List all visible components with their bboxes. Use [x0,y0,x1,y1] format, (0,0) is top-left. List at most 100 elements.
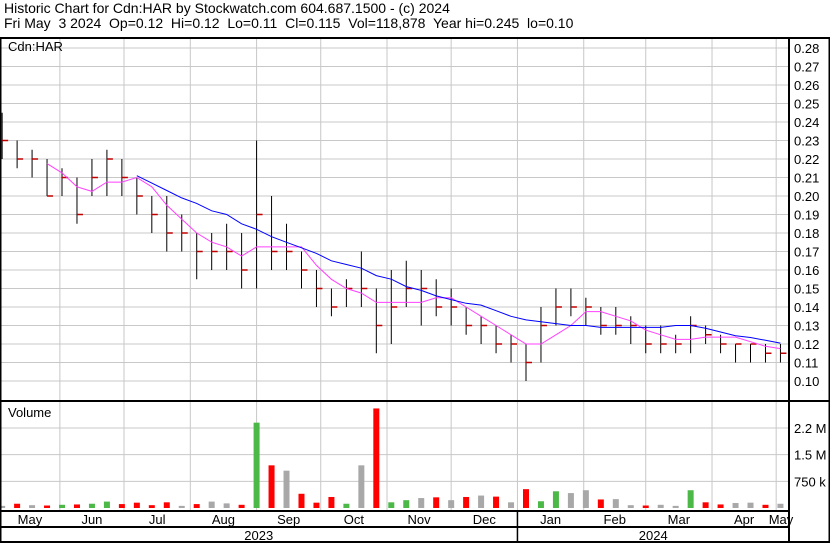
volume-bar [163,502,170,508]
price-bar [660,325,667,354]
month-label: Aug [212,512,235,527]
volume-tick-label: 1.5 M [794,448,827,463]
volume-bar [463,496,470,508]
volume-bar [103,501,110,508]
volume-bar [642,505,649,508]
price-bar [16,140,24,169]
price-bar [779,344,787,363]
price-bar [690,316,697,354]
price-bar [615,307,622,335]
price-bar [645,325,652,354]
volume-bar [193,504,200,508]
price-bar [750,343,757,363]
volume-bar [508,502,515,508]
symbol-label: Cdn:HAR [8,39,63,54]
volume-bar [388,502,395,508]
volume-bar [253,422,260,508]
volume-bar [523,489,529,508]
volume-bar [268,465,275,508]
volume-bar [403,500,410,508]
volume-bar [612,499,619,508]
volume-bar [178,505,185,508]
price-bar [241,233,248,289]
price-tick-label: 0.21 [794,171,819,186]
volume-bar [732,503,739,508]
month-label: Jun [81,512,102,527]
price-bar [166,196,173,252]
price-bar [764,344,772,363]
price-tick-label: 0.20 [794,189,819,204]
price-bar [300,251,308,289]
volume-bar [14,503,21,508]
price-tick-label: 0.14 [794,300,819,315]
price-tick-label: 0.18 [794,226,819,241]
volume-bar [627,505,634,508]
volume-bar [672,505,679,508]
volume-bar [29,505,36,508]
volume-bar [702,502,709,508]
price-tick-label: 0.27 [794,60,819,75]
price-bar [720,334,727,354]
price-tick-label: 0.16 [794,263,819,278]
price-bar [136,177,143,215]
volume-bar [717,504,724,508]
price-bar [465,307,473,335]
volume-bar [552,491,559,508]
volume-bar [418,498,425,508]
price-tick-label: 0.10 [794,374,819,389]
price-bar [1,112,9,159]
volume-tick-label: 2.2 M [794,421,827,436]
price-bar [375,288,383,354]
price-bar [630,316,637,344]
price-bar [196,233,203,280]
price-bar [76,177,83,224]
price-tick-label: 0.17 [794,245,819,260]
volume-bar [433,497,440,508]
volume-bar [373,408,380,508]
price-bar [420,270,428,326]
month-label: May [769,512,794,527]
volume-bar [448,500,455,508]
price-bar [151,196,158,233]
volume-bar [313,502,320,508]
price-bar [315,270,323,307]
volume-bar [343,503,350,508]
volume-bar [223,503,230,508]
volume-bar [88,503,95,508]
volume-bar [44,505,51,508]
price-bar [600,307,607,335]
price-bar [345,279,353,307]
price-bar [31,149,39,178]
year-label: 2023 [244,528,273,543]
price-tick-label: 0.12 [794,337,819,352]
volume-bar [493,496,500,508]
price-bar [495,325,503,354]
month-label: Mar [668,512,691,527]
volume-bar [73,504,80,508]
volume-bar [208,501,215,508]
price-tick-label: 0.15 [794,282,819,297]
month-label: Sep [277,512,300,527]
price-bar [405,260,413,307]
price-bar [181,214,188,252]
price-tick-label: 0.22 [794,152,819,167]
price-bar [121,159,128,196]
price-bar [540,307,547,363]
price-tick-label: 0.25 [794,97,819,112]
price-bar [211,233,218,270]
year-label: 2024 [639,528,668,543]
volume-bar [238,504,245,508]
month-label: Dec [473,512,497,527]
volume-bar [328,496,335,508]
price-bar [256,140,263,289]
month-label: Feb [604,512,626,527]
price-bar [555,288,562,326]
volume-bar [567,493,574,508]
volume-bar [478,495,485,508]
volume-bar [298,493,305,508]
price-bar [271,196,278,270]
price-tick-label: 0.28 [794,41,819,56]
chart-frame [0,37,830,543]
